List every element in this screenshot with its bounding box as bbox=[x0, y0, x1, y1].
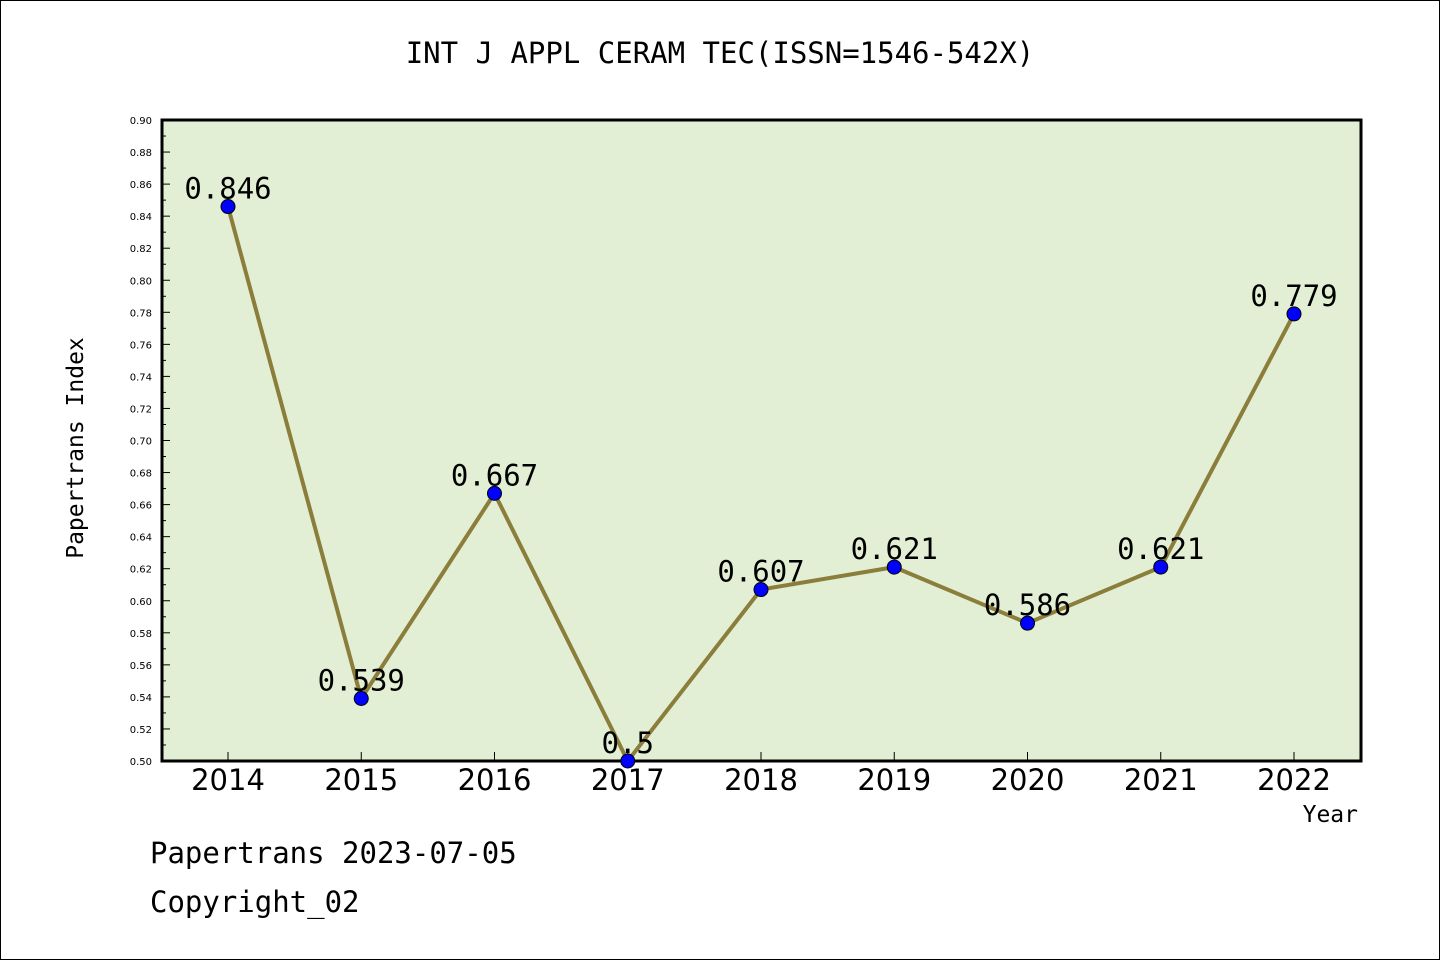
y-tick-label: 0.60 bbox=[130, 597, 152, 608]
y-axis-label: Papertrans Index bbox=[63, 337, 89, 559]
y-tick-label: 0.68 bbox=[130, 469, 152, 480]
x-tick-label: 2018 bbox=[724, 763, 798, 797]
plot-area bbox=[160, 118, 1363, 763]
y-tick-label: 0.80 bbox=[130, 276, 152, 287]
y-tick-label: 0.82 bbox=[130, 244, 152, 255]
data-label: 0.586 bbox=[984, 588, 1071, 622]
x-axis-ticks: 2014 2015 2016 2017 2018 2019 2020 2021 2022 bbox=[191, 752, 1331, 797]
y-tick-label: 0.76 bbox=[130, 340, 152, 351]
footer-copyright: Copyright_02 bbox=[150, 885, 360, 919]
footer-date: Papertrans 2023-07-05 bbox=[150, 836, 517, 870]
y-tick-label: 0.72 bbox=[130, 404, 152, 415]
data-point bbox=[1286, 306, 1302, 322]
x-tick-label: 2019 bbox=[857, 763, 931, 797]
x-tick-label: 2021 bbox=[1124, 763, 1198, 797]
data-label: 0.846 bbox=[184, 172, 271, 206]
data-point bbox=[753, 582, 769, 598]
data-label: 0.667 bbox=[451, 458, 538, 492]
y-tick-label: 0.90 bbox=[130, 116, 152, 127]
data-point bbox=[886, 559, 902, 575]
x-tick-label: 2020 bbox=[991, 763, 1065, 797]
data-label: 0.621 bbox=[1117, 532, 1204, 566]
y-tick-label: 0.50 bbox=[130, 757, 152, 768]
value-labels: 0.846 0.539 0.667 0.5 0.607 0.621 0.586 0.621 0.… bbox=[184, 172, 1337, 760]
x-tick-label: 2014 bbox=[191, 763, 265, 797]
y-tick-label: 0.66 bbox=[130, 501, 152, 512]
data-point bbox=[1153, 559, 1169, 575]
data-point bbox=[487, 485, 502, 501]
data-point bbox=[620, 753, 636, 769]
data-point bbox=[1020, 615, 1035, 631]
chart-title: INT J APPL CERAM TEC(ISSN=1546-542X) bbox=[405, 36, 1035, 70]
data-point bbox=[353, 691, 369, 707]
data-label: 0.5 bbox=[602, 726, 654, 760]
x-tick-label: 2015 bbox=[324, 763, 398, 797]
y-tick-label: 0.86 bbox=[130, 180, 152, 191]
y-tick-label: 0.52 bbox=[130, 725, 152, 736]
x-tick-label: 2016 bbox=[458, 763, 532, 797]
data-label: 0.607 bbox=[717, 555, 804, 589]
y-tick-label: 0.78 bbox=[130, 308, 152, 319]
y-tick-label: 0.70 bbox=[130, 437, 152, 448]
x-tick-label: 2017 bbox=[591, 763, 665, 797]
x-axis-label: Year bbox=[1302, 802, 1358, 828]
y-tick-label: 0.88 bbox=[130, 148, 152, 159]
x-tick-label: 2022 bbox=[1257, 763, 1331, 797]
data-label: 0.779 bbox=[1250, 279, 1337, 313]
y-tick-label: 0.54 bbox=[130, 693, 152, 704]
y-tick-label: 0.56 bbox=[130, 661, 152, 672]
y-tick-label: 0.74 bbox=[130, 372, 152, 383]
y-tick-label: 0.64 bbox=[130, 533, 152, 544]
data-label: 0.621 bbox=[851, 532, 938, 566]
data-point bbox=[220, 199, 236, 215]
data-markers bbox=[220, 199, 1302, 769]
y-tick-label: 0.84 bbox=[130, 212, 152, 223]
y-tick-label: 0.62 bbox=[130, 565, 152, 576]
data-label: 0.539 bbox=[318, 664, 405, 698]
y-tick-label: 0.58 bbox=[130, 629, 152, 640]
y-axis-ticks: 0.50 0.52 0.54 0.56 0.58 0.60 0.62 0.64 0.66 0.68… bbox=[130, 116, 170, 768]
